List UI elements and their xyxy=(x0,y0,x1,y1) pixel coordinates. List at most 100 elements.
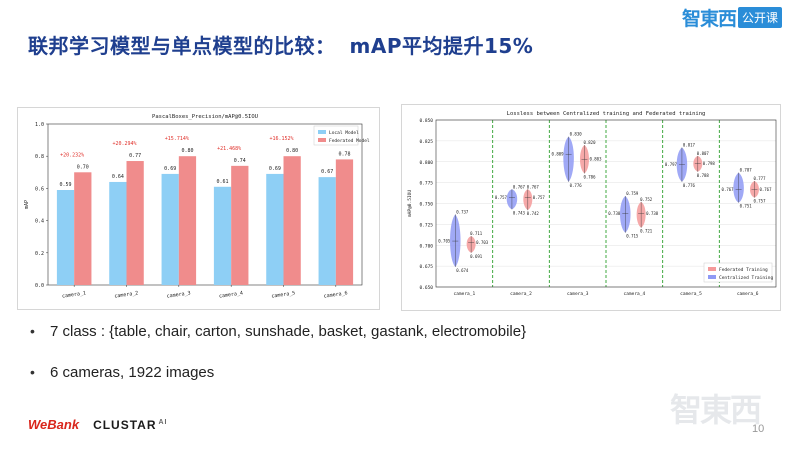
improvement-label: +20.232% xyxy=(60,152,84,158)
y-tick-label: 1.0 xyxy=(35,122,44,128)
watermark-text: 智東西 xyxy=(670,391,762,429)
centralized-max-label: 0.830 xyxy=(570,132,583,137)
improvement-label: +21.468% xyxy=(217,146,241,152)
centralized-min-label: 0.776 xyxy=(683,183,696,188)
improvement-label: +20.294% xyxy=(112,141,136,147)
x-tick-label: camera_2 xyxy=(114,290,139,299)
x-tick-label: camera_5 xyxy=(680,291,702,297)
federated-model-bar xyxy=(74,172,92,285)
x-tick-label: camera_1 xyxy=(453,291,475,297)
centralized-max-label: 0.737 xyxy=(456,209,469,214)
open-class-badge: 公开课 xyxy=(738,6,783,28)
chart-title: Lossless between Centralized training an… xyxy=(507,111,706,117)
y-tick-label: 0.4 xyxy=(35,219,44,225)
federated-mean-label: 0.803 xyxy=(589,157,602,162)
y-tick-label: 0.650 xyxy=(419,285,433,291)
legend: Local Model Federated Model xyxy=(313,125,370,146)
legend-label: Federated Model xyxy=(329,138,370,144)
bullet-item: • 7 class : {table, chair, carton, sunsha… xyxy=(30,320,526,342)
x-tick-label: camera_6 xyxy=(323,290,348,299)
improvement-label: +16.152% xyxy=(269,136,293,142)
local-model-bar xyxy=(109,181,127,285)
federated-min-label: 0.721 xyxy=(640,229,653,234)
local-value-label: 0.64 xyxy=(112,174,124,180)
x-tick-label: camera_3 xyxy=(567,291,589,297)
y-tick-label: 0.775 xyxy=(419,181,433,187)
centralized-mean-label: 0.809 xyxy=(552,152,565,157)
watermark-logo: 智東西 xyxy=(670,385,775,435)
local-model-bar xyxy=(213,186,232,285)
legend: Federated Training Centralized Training xyxy=(703,262,773,283)
y-tick-label: 0.825 xyxy=(419,139,433,145)
slide-title-metric: mAP平均提升15% xyxy=(349,34,534,58)
centralized-mean-label: 0.797 xyxy=(665,162,678,167)
federated-mean-label: 0.798 xyxy=(703,161,716,166)
x-tick-label: camera_4 xyxy=(623,291,645,297)
y-tick-label: 0.750 xyxy=(419,202,433,208)
y-tick-label: 0.800 xyxy=(419,160,433,166)
federated-min-label: 0.691 xyxy=(470,254,483,259)
federated-value-label: 0.80 xyxy=(286,148,298,154)
federated-max-label: 0.820 xyxy=(583,140,596,145)
local-value-label: 0.59 xyxy=(60,182,72,188)
centralized-max-label: 0.787 xyxy=(740,168,753,173)
y-tick-label: 0.2 xyxy=(35,251,44,257)
x-tick-label: camera_3 xyxy=(166,290,191,299)
plot-frame xyxy=(47,123,363,286)
webank-logo: WeBank xyxy=(28,417,80,432)
local-value-label: 0.61 xyxy=(217,179,229,185)
federated-mean-label: 0.757 xyxy=(533,195,546,200)
legend-label: Local Model xyxy=(329,130,359,136)
y-tick-label: 0.0 xyxy=(35,283,44,289)
local-model-bar xyxy=(161,173,179,285)
y-axis-label: mAP xyxy=(24,200,30,209)
federated-max-label: 0.711 xyxy=(470,231,483,236)
page-number: 10 xyxy=(752,423,765,435)
centralized-min-label: 0.776 xyxy=(570,183,583,188)
clustar-logo-text: CLUSTAR xyxy=(93,417,157,432)
x-tick-label: camera_6 xyxy=(737,291,759,297)
improvement-label: +15.714% xyxy=(165,136,189,142)
federated-max-label: 0.777 xyxy=(753,176,766,181)
y-tick-label: 0.675 xyxy=(419,264,433,270)
y-tick-label: 0.725 xyxy=(419,222,433,228)
y-tick-label: 0.850 xyxy=(419,118,433,124)
federated-model-bar xyxy=(178,156,197,285)
federated-model-bar xyxy=(283,156,301,285)
centralized-mean-label: 0.767 xyxy=(722,187,735,192)
bullet-dot-icon: • xyxy=(30,364,35,380)
centralized-min-label: 0.674 xyxy=(456,268,469,273)
x-tick-label: camera_4 xyxy=(219,290,244,299)
clustar-ai-mark: AI xyxy=(158,418,168,426)
centralized-min-label: 0.743 xyxy=(513,210,526,215)
chart-title: PascalBoxes_Precision/mAP@0.5IOU xyxy=(152,114,258,120)
y-tick-label: 0.8 xyxy=(35,154,44,160)
legend-swatch xyxy=(708,275,716,279)
federated-min-label: 0.786 xyxy=(583,174,596,179)
bar-chart: PascalBoxes_Precision/mAP@0.5IOU 0.0 0.2 0.… xyxy=(24,114,370,300)
federated-mean-label: 0.738 xyxy=(646,211,659,216)
federated-model-bar xyxy=(335,159,354,285)
x-tick-label: camera_5 xyxy=(271,290,296,299)
federated-max-label: 0.767 xyxy=(527,184,540,189)
zhidongxi-logo: 智東西 xyxy=(682,7,737,30)
legend-swatch xyxy=(318,130,326,134)
local-value-label: 0.69 xyxy=(269,166,281,172)
federated-value-label: 0.80 xyxy=(181,148,193,154)
legend-label: Centralized Training xyxy=(719,275,773,281)
violin-chart: Lossless between Centralized training an… xyxy=(407,111,777,297)
federated-value-label: 0.70 xyxy=(77,164,89,170)
centralized-min-label: 0.751 xyxy=(740,204,753,209)
brand-logo-area: 智東西 公开课 xyxy=(682,6,783,30)
legend-label: Federated Training xyxy=(719,267,768,273)
federated-max-label: 0.807 xyxy=(697,151,710,156)
footer-logos: WeBank CLUSTAR AI xyxy=(28,417,168,432)
centralized-mean-label: 0.757 xyxy=(495,195,508,200)
legend-swatch xyxy=(708,267,716,271)
bullet-text: 7 class : {table, chair, carton, sunshad… xyxy=(50,322,527,340)
federated-min-label: 0.757 xyxy=(753,199,766,204)
federated-mean-label: 0.703 xyxy=(476,240,489,245)
slide-title-cn: 联邦学习模型与单点模型的比较： xyxy=(28,34,336,58)
federated-value-label: 0.77 xyxy=(129,153,141,159)
centralized-max-label: 0.759 xyxy=(626,191,639,196)
